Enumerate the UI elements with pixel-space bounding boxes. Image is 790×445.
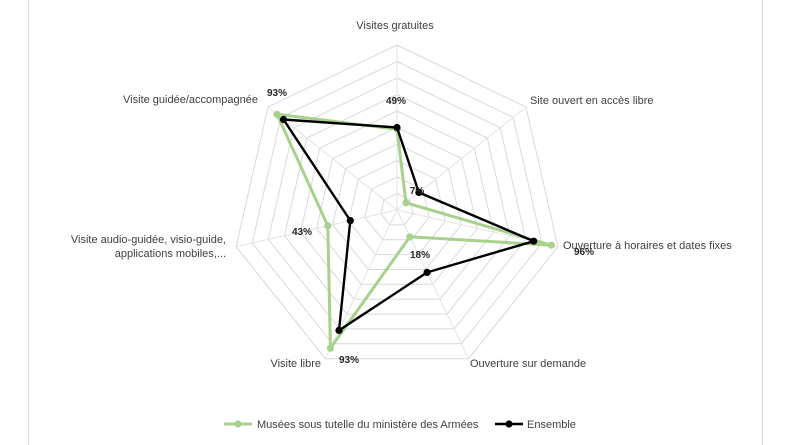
value-labels: 49% 7% 96% 18% 93% 43% 93% (267, 88, 594, 366)
legend-label-0: Musées sous tutelle du ministère des Arm… (257, 419, 479, 431)
frame-left-border (28, 0, 29, 445)
series-0 (273, 110, 556, 352)
legend-item-1: Ensemble (495, 419, 576, 431)
series-0-point-1 (402, 199, 410, 207)
radar-series (273, 110, 556, 352)
series-1-point-4 (335, 326, 343, 334)
legend-label-1: Ensemble (527, 419, 576, 431)
series-line-0 (275, 112, 553, 350)
axis-label-1: Site ouvert en accès libre (530, 95, 654, 107)
series-1-point-1 (415, 188, 423, 197)
grid-ring-4 (332, 143, 462, 270)
series-0-point-3 (406, 233, 414, 241)
legend-item-0: Musées sous tutelle du ministère des Arm… (224, 419, 479, 431)
axis-label-0: Visites gratuites (356, 20, 434, 32)
axis-label-5: Visite audio-guidée, visio-guide, applica… (71, 234, 226, 260)
value-label-4: 93% (339, 355, 359, 366)
series-1-point-5 (346, 217, 354, 225)
series-0-point-6 (273, 110, 281, 118)
grid-ring-8 (267, 77, 527, 330)
grid-spoke-6 (267, 106, 398, 211)
axis-label-4: Visite libre (270, 358, 321, 370)
value-label-5: 43% (292, 227, 312, 238)
grid-ring-9 (251, 60, 543, 345)
series-line-1 (282, 118, 535, 332)
series-1 (279, 115, 538, 334)
grid-ring-5 (316, 126, 478, 285)
series-0-point-2 (547, 241, 556, 249)
value-label-1: 7% (410, 186, 425, 197)
axis-label-6: Visite guidée/accompagnée (123, 94, 258, 106)
series-1-point-6 (279, 115, 288, 124)
series-1-point-0 (393, 123, 401, 132)
frame-right-border (762, 0, 763, 445)
grid-ring-10 (235, 44, 559, 360)
axis-label-2: Ouverture à horaires et dates fixes (563, 240, 732, 252)
value-label-2: 96% (574, 247, 594, 258)
axis-labels: Visites gratuites Site ouvert en accès li… (71, 20, 732, 370)
grid-spoke-5 (235, 209, 398, 248)
series-0-point-5 (324, 222, 332, 230)
value-label-0: 49% (386, 96, 406, 107)
value-label-3: 18% (410, 250, 430, 261)
series-1-point-3 (423, 268, 431, 276)
value-label-6: 93% (267, 88, 287, 99)
series-0-point-4 (326, 344, 334, 352)
legend-swatch-marker-0 (234, 420, 242, 428)
series-1-point-2 (530, 237, 538, 245)
grid-ring-1 (380, 192, 414, 226)
grid-ring-6 (299, 110, 495, 300)
axis-label-3: Ouverture sur demande (470, 358, 586, 370)
grid-spoke-4 (324, 209, 398, 359)
grid-ring-7 (283, 93, 511, 315)
legend: Musées sous tutelle du ministère des Arm… (224, 419, 576, 431)
legend-swatch-marker-1 (505, 420, 513, 428)
